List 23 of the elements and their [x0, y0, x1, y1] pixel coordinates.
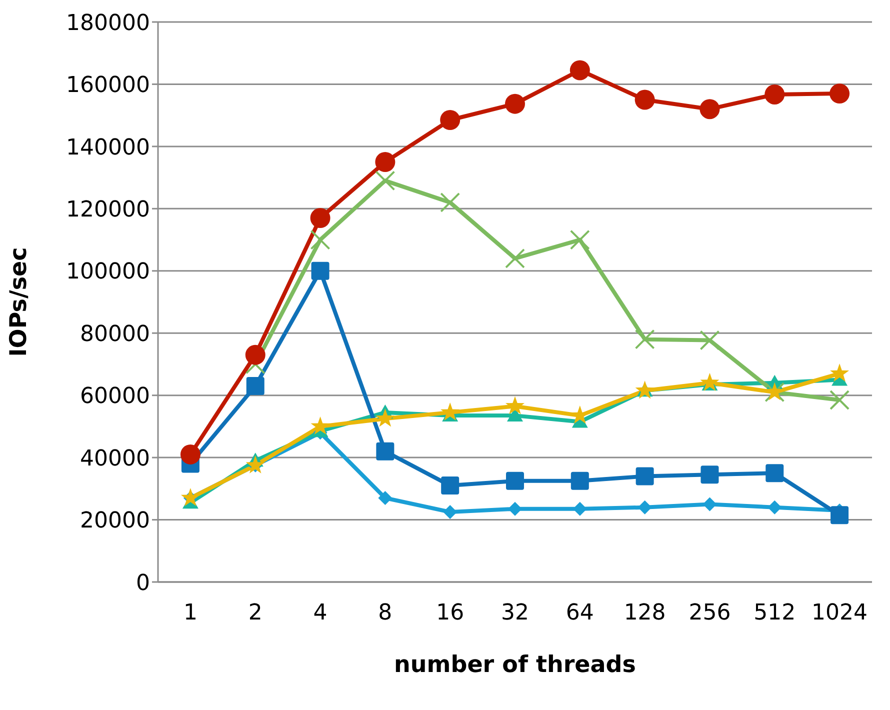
y-tick-label: 160000: [66, 73, 150, 98]
x-tick-label: 4: [313, 600, 328, 626]
y-tick-label: 20000: [80, 508, 150, 534]
x-axis-title: number of threads: [394, 652, 636, 678]
y-tick-label: 120000: [66, 197, 150, 222]
x-tick-label: 1: [183, 600, 198, 626]
y-tick-label: 40000: [80, 446, 150, 472]
x-tick-label: 128: [624, 600, 666, 626]
y-tick-label: 60000: [80, 384, 150, 410]
x-tick-label: 512: [754, 600, 796, 626]
x-tick-label: 1024: [812, 600, 868, 626]
y-tick-label: 80000: [80, 322, 150, 347]
x-tick-label: 8: [378, 600, 392, 626]
x-tick-label: 16: [436, 600, 464, 626]
y-axis-title: IOPs/sec: [6, 247, 32, 357]
y-tick-label: 0: [136, 570, 150, 596]
x-tick-label: 64: [566, 600, 594, 626]
x-tick-label: 2: [248, 600, 262, 626]
y-tick-label: 100000: [66, 260, 150, 285]
x-tick-label: 32: [501, 600, 529, 626]
y-tick-label: 140000: [66, 135, 150, 160]
x-tick-label: 256: [688, 600, 731, 626]
y-tick-label: 180000: [66, 10, 150, 36]
